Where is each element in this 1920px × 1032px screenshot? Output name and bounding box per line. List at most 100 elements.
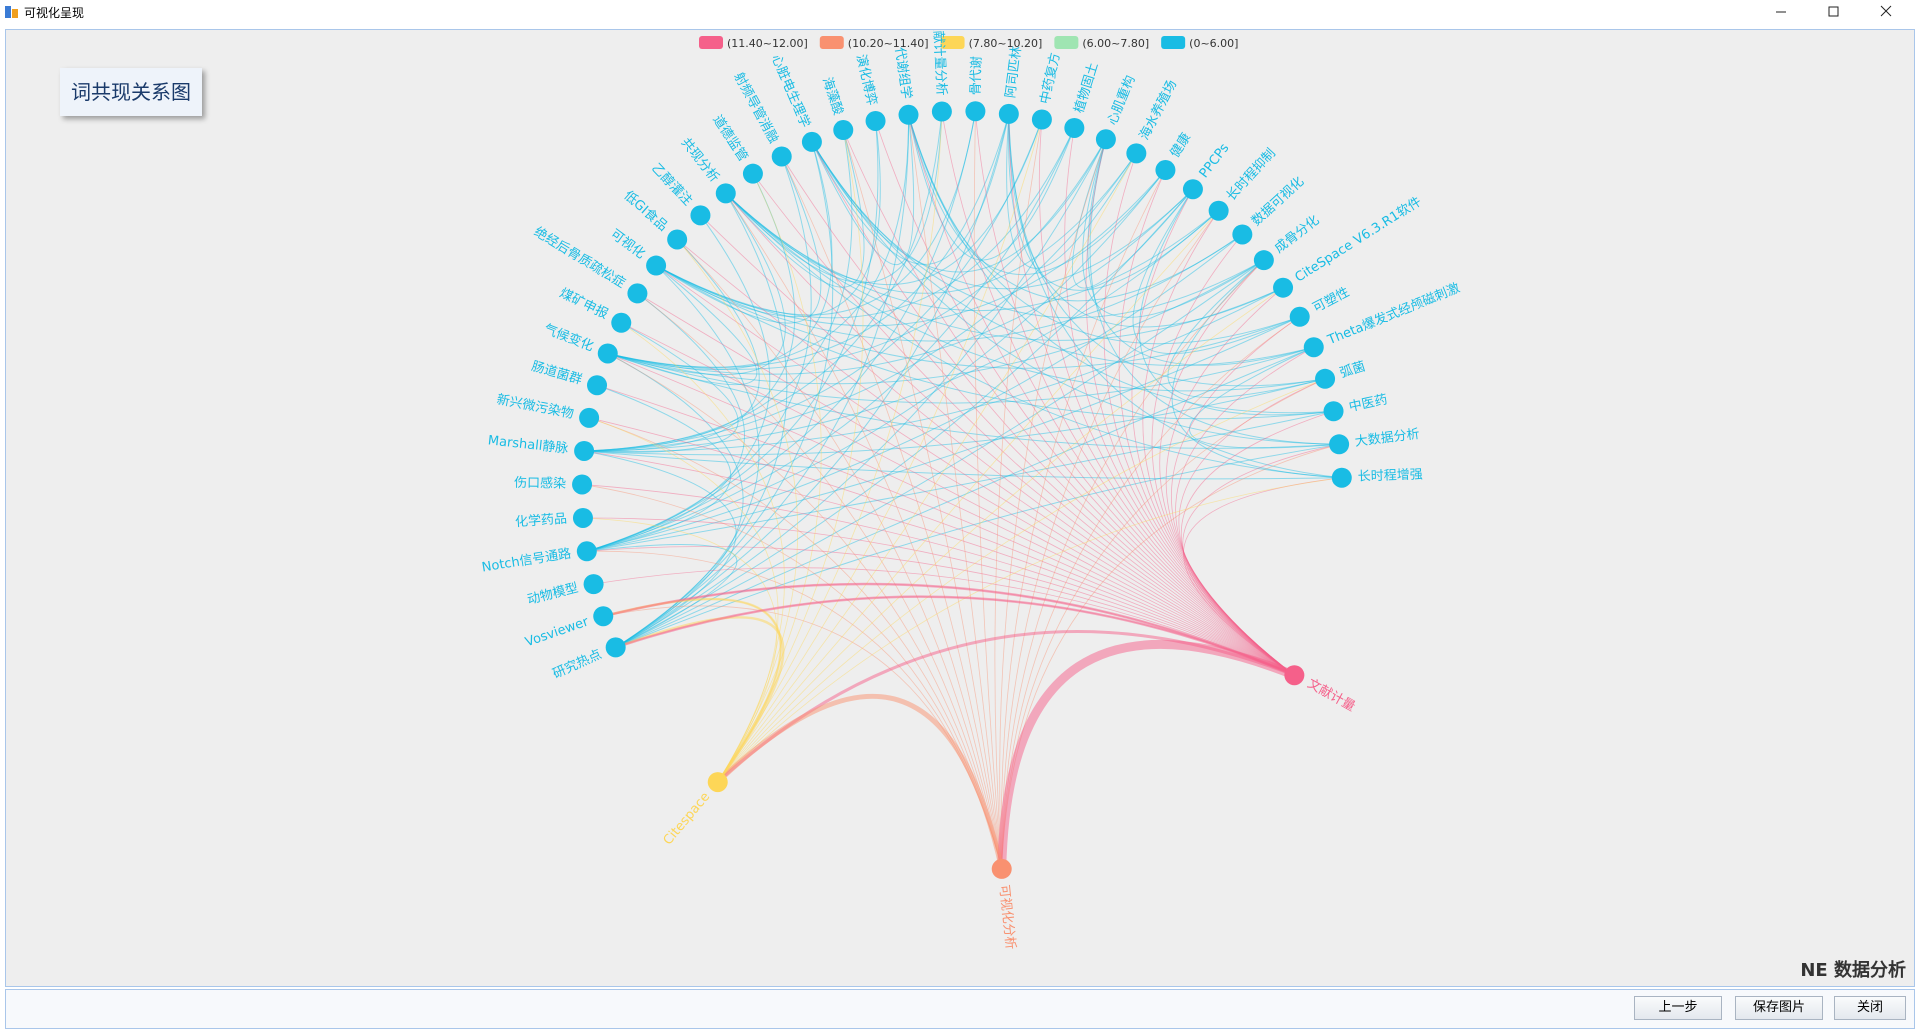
edge xyxy=(586,410,1334,552)
edge xyxy=(781,156,1003,869)
edge xyxy=(676,239,1003,869)
title-bar: 可视化呈现 xyxy=(0,0,1920,24)
edge xyxy=(1118,169,1295,676)
graph-node xyxy=(605,637,626,658)
edge xyxy=(586,384,732,552)
graph-node xyxy=(1323,401,1344,422)
edge xyxy=(584,119,1043,452)
graph-node xyxy=(646,255,667,276)
edge xyxy=(607,193,786,376)
legend-label: (0~6.00] xyxy=(1189,37,1238,50)
graph-node xyxy=(574,440,595,461)
edge xyxy=(586,316,1300,552)
edge xyxy=(584,450,1295,676)
edge xyxy=(725,193,1295,676)
edge xyxy=(584,210,1219,452)
edge xyxy=(725,193,1003,869)
edge xyxy=(842,129,1295,676)
close-button[interactable]: 关闭 xyxy=(1834,996,1906,1020)
node-label: 心脏电生理学 xyxy=(768,52,814,130)
node-label: 植物固土 xyxy=(1072,61,1102,115)
edge xyxy=(1006,113,1137,269)
edge xyxy=(1142,210,1295,676)
edge xyxy=(584,287,1284,452)
graph-node xyxy=(1331,467,1352,488)
node-label: 弧菌 xyxy=(1338,359,1367,381)
edge xyxy=(700,215,1295,676)
edge xyxy=(842,129,1003,869)
edge xyxy=(1183,477,1342,676)
node-label: 新兴微污染物 xyxy=(495,391,575,422)
edge xyxy=(586,550,1003,870)
edge xyxy=(615,139,1107,648)
edges xyxy=(581,111,1342,870)
node-label: 长时程增强 xyxy=(1357,467,1422,484)
edge xyxy=(586,544,738,648)
edge xyxy=(607,114,910,368)
edge xyxy=(676,239,1295,676)
graph-node xyxy=(965,101,986,122)
legend-label: (11.40~12.00] xyxy=(727,37,808,50)
close-button[interactable] xyxy=(1880,5,1892,17)
edge xyxy=(1131,189,1295,676)
brand: NE 数据分析 xyxy=(1800,960,1906,981)
restore-button[interactable] xyxy=(1828,6,1839,17)
edge xyxy=(975,111,1295,676)
edge xyxy=(655,265,1334,420)
graph-node xyxy=(597,343,618,364)
edge xyxy=(615,616,785,783)
node-label: 可视化分析 xyxy=(996,884,1018,950)
edge xyxy=(811,141,1295,676)
edge xyxy=(602,582,1295,677)
edge xyxy=(607,139,1107,370)
node-label: PPCPs xyxy=(1197,141,1233,181)
edge xyxy=(584,111,943,452)
edge xyxy=(584,322,739,453)
edge xyxy=(655,156,822,324)
legend-swatch xyxy=(1161,36,1186,49)
edge xyxy=(1038,119,1295,676)
edge xyxy=(908,114,1166,276)
edge xyxy=(1171,259,1342,479)
edge xyxy=(582,517,778,783)
graph-node xyxy=(715,183,736,204)
edge xyxy=(725,111,943,284)
edge xyxy=(596,384,1295,676)
back-button[interactable]: 上一步 xyxy=(1634,996,1722,1020)
save-image-button[interactable]: 保存图片 xyxy=(1735,996,1823,1020)
node-label: 中药复方 xyxy=(1037,51,1064,105)
window-title: 可视化呈现 xyxy=(24,6,85,20)
graph-node xyxy=(1155,160,1176,181)
node-label: 文献计量 xyxy=(1305,676,1358,714)
node-label: Citespace xyxy=(661,790,714,849)
bottom-bar: 上一步 保存图片 关闭 xyxy=(5,989,1915,1029)
node-label: 道德监管 xyxy=(709,113,750,165)
edge xyxy=(621,322,785,783)
node-label: 骨代谢 xyxy=(967,56,984,96)
graph-node xyxy=(611,312,632,333)
node-label: 煤矿申报 xyxy=(557,286,610,322)
edge xyxy=(725,129,865,288)
edge xyxy=(908,114,1243,302)
legend: (11.40~12.00] (10.20~11.40] (7.80~10.20] (6… xyxy=(699,36,1238,50)
edge xyxy=(725,192,1219,312)
edge xyxy=(1180,410,1334,676)
edge xyxy=(615,193,788,648)
edge xyxy=(607,353,1295,676)
node-label: 乙醇灌注 xyxy=(648,160,695,209)
graph-node xyxy=(667,229,688,250)
edge xyxy=(811,141,1194,290)
edge xyxy=(811,141,1314,366)
edge xyxy=(811,114,915,266)
edge xyxy=(752,173,1295,676)
graph-node xyxy=(1095,129,1116,150)
edge xyxy=(908,114,1295,676)
edge xyxy=(1089,139,1340,445)
node-label: 可塑性 xyxy=(1310,285,1352,316)
edge xyxy=(1170,316,1300,676)
edge xyxy=(607,113,1010,368)
edge xyxy=(676,239,799,783)
edge xyxy=(908,114,1334,414)
node-label: 健康 xyxy=(1167,130,1194,161)
edge xyxy=(582,484,1295,676)
